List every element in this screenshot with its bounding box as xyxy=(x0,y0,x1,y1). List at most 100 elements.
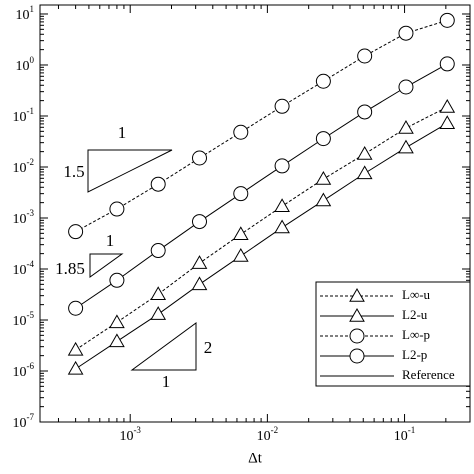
tick-base: 10 xyxy=(16,59,30,74)
marker xyxy=(439,56,455,72)
marker xyxy=(439,115,456,130)
tick-base: 10 xyxy=(13,263,27,278)
marker xyxy=(150,306,167,320)
slope-triangle xyxy=(89,253,124,278)
marker xyxy=(315,131,331,147)
marker xyxy=(439,12,455,28)
tick-label: 101 xyxy=(16,4,35,23)
marker xyxy=(67,341,84,356)
marker xyxy=(109,201,125,217)
marker xyxy=(233,124,249,140)
tick-base: 10 xyxy=(13,416,27,431)
series-line xyxy=(75,63,448,309)
marker xyxy=(274,98,290,114)
tick-label: 10-2 xyxy=(257,425,279,444)
legend-label: L2-u xyxy=(402,307,428,322)
marker xyxy=(68,224,84,240)
marker xyxy=(439,98,456,113)
tick-label: 10-7 xyxy=(13,412,35,431)
marker xyxy=(315,192,332,207)
tick-exponent: -3 xyxy=(133,425,141,435)
marker xyxy=(232,226,249,240)
slope-triangles xyxy=(87,149,197,371)
legend-box xyxy=(315,281,471,387)
tick-base: 10 xyxy=(257,429,271,444)
marker xyxy=(398,120,414,134)
legend-label: Reference xyxy=(402,367,455,382)
annotation: 1.5 xyxy=(63,162,84,181)
marker xyxy=(356,165,373,180)
annotation: 1 xyxy=(118,123,127,142)
tick-exponent: -6 xyxy=(27,361,35,371)
tick-base: 10 xyxy=(13,161,27,176)
tick-label: 10-3 xyxy=(119,425,141,444)
tick-exponent: 1 xyxy=(30,4,35,14)
annotation: 1.85 xyxy=(55,259,85,278)
slope-triangle xyxy=(87,149,173,193)
marker xyxy=(398,79,414,95)
tick-exponent: -2 xyxy=(271,425,279,435)
tick-exponent: -3 xyxy=(27,208,35,218)
tick-label: 10-4 xyxy=(13,259,35,278)
marker xyxy=(315,73,331,89)
marker xyxy=(357,104,373,120)
tick-base: 10 xyxy=(394,429,408,444)
marker xyxy=(150,243,166,259)
marker xyxy=(68,300,84,316)
tick-exponent: -5 xyxy=(27,310,35,320)
plot-frame xyxy=(39,4,471,423)
annotation: 1 xyxy=(106,231,115,250)
tick-exponent: -7 xyxy=(27,412,35,422)
x-axis-label: Δt xyxy=(248,450,263,466)
marker xyxy=(398,139,414,154)
tick-exponent: -1 xyxy=(408,425,416,435)
tick-base: 10 xyxy=(16,8,30,23)
marker xyxy=(109,333,125,348)
tick-base: 10 xyxy=(13,212,27,227)
tick-label: 10-2 xyxy=(13,157,35,176)
series-line xyxy=(75,122,448,370)
marker xyxy=(357,48,373,64)
annotation: 2 xyxy=(204,338,213,357)
tick-exponent: 0 xyxy=(30,55,35,65)
tick-exponent: -1 xyxy=(27,106,35,116)
slope-triangle xyxy=(130,322,197,371)
marker xyxy=(67,360,84,375)
tick-label: 10-5 xyxy=(13,310,35,329)
marker xyxy=(150,176,166,192)
marker xyxy=(233,186,249,202)
marker xyxy=(191,255,208,269)
tick-base: 10 xyxy=(119,429,133,444)
marker xyxy=(274,219,290,234)
marker xyxy=(349,287,365,302)
marker xyxy=(109,314,125,329)
tick-label: 10-1 xyxy=(394,425,416,444)
annotation: 1 xyxy=(162,372,171,391)
marker xyxy=(191,276,208,291)
tick-label: 10-1 xyxy=(13,106,35,125)
tick-exponent: -4 xyxy=(27,259,35,269)
tick-base: 10 xyxy=(13,314,27,329)
marker xyxy=(349,348,365,364)
marker xyxy=(274,158,290,174)
marker xyxy=(109,272,125,288)
series-line xyxy=(75,19,448,233)
marker xyxy=(232,247,249,262)
marker xyxy=(315,171,332,185)
marker xyxy=(349,328,365,344)
tick-exponent: -2 xyxy=(27,157,35,167)
tick-base: 10 xyxy=(13,110,27,125)
legend-label: L2-p xyxy=(402,347,427,362)
marker xyxy=(356,145,373,160)
marker xyxy=(150,286,167,300)
marker xyxy=(191,214,207,230)
marker xyxy=(191,150,207,166)
tick-label: 10-3 xyxy=(13,208,35,227)
series-line xyxy=(75,106,448,351)
marker xyxy=(398,25,414,41)
legend-label: L∞-p xyxy=(402,327,430,342)
marker xyxy=(274,198,290,212)
marker xyxy=(349,307,365,322)
tick-label: 10-6 xyxy=(13,361,35,380)
